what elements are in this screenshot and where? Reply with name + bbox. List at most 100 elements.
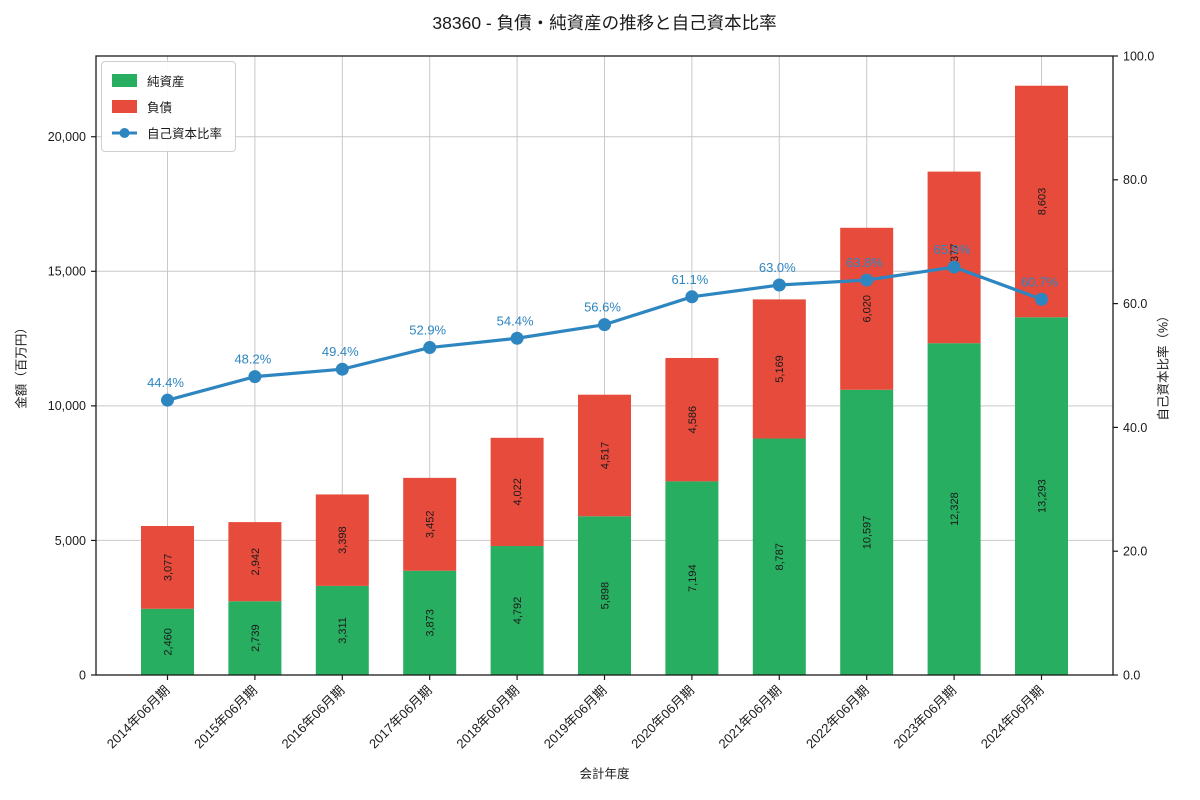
legend-label-equity-ratio: 自己資本比率 (147, 127, 223, 141)
legend-item-net-assets: 純資産 (112, 71, 222, 90)
equity-ratio-label: 49.4% (322, 344, 359, 359)
equity-ratio-label: 44.4% (147, 375, 184, 390)
bar-segment-liabilities (578, 394, 631, 517)
equity-ratio-label: 63.0% (759, 260, 796, 275)
y-tick-label-right: 100.0 (1123, 49, 1154, 63)
bar-segment-liabilities (665, 357, 719, 482)
equity-ratio-line-swatch (112, 127, 137, 138)
x-axis-label: 会計年度 (579, 767, 630, 781)
x-tick-label: 2018年06月期 (453, 683, 522, 752)
bar-segment-net-assets (665, 481, 719, 675)
bar-value-label-liabilities: 5,169 (774, 355, 786, 383)
net-assets-swatch (112, 74, 137, 87)
y-tick-label-left: 15,000 (48, 265, 86, 279)
equity-ratio-label: 56.6% (584, 300, 621, 315)
equity-ratio-point (161, 393, 174, 407)
bar-value-label-net-assets: 10,597 (862, 516, 874, 550)
bar-value-label-liabilities: 3,077 (162, 554, 174, 582)
bar-segment-liabilities (315, 494, 369, 586)
x-tick-label: 2016年06月期 (279, 683, 348, 752)
x-tick-label: 2020年06月期 (628, 683, 697, 752)
bar-segment-liabilities (141, 525, 194, 609)
bar-segment-liabilities (1015, 85, 1068, 318)
bar-value-label-liabilities: 6,020 (862, 295, 874, 323)
x-tick-label: 2019年06月期 (541, 683, 610, 752)
bar-segment-liabilities (403, 477, 457, 571)
bar-value-label-liabilities: 8,603 (1036, 188, 1048, 216)
equity-ratio-point (947, 260, 961, 274)
equity-ratio-point (860, 273, 874, 287)
liabilities-swatch (112, 100, 137, 113)
equity-ratio-label: 60.7% (1021, 274, 1058, 289)
x-tick-label: 2024年06月期 (978, 683, 1047, 752)
bar-segment-liabilities (228, 522, 282, 602)
bar-segment-liabilities (840, 227, 894, 390)
y-tick-label-left: 20,000 (48, 130, 86, 144)
bar-segment-liabilities (490, 437, 544, 547)
bar-value-label-net-assets: 8,787 (774, 543, 786, 571)
legend-label-net-assets: 純資産 (147, 75, 185, 89)
equity-ratio-label: 54.4% (497, 313, 534, 328)
x-tick-label: 2021年06月期 (716, 683, 785, 752)
bar-value-label-net-assets: 12,328 (949, 492, 961, 526)
equity-ratio-label: 52.9% (409, 323, 446, 338)
bar-value-label-net-assets: 5,898 (599, 582, 611, 610)
legend-item-equity-ratio: 自己資本比率 (112, 123, 222, 142)
bar-value-label-liabilities: 4,022 (512, 478, 524, 506)
x-tick-label: 2017年06月期 (366, 683, 435, 752)
chart-title: 38360 - 負債・純資産の推移と自己資本比率 (432, 13, 777, 33)
x-tick-label: 2014年06月期 (104, 683, 173, 752)
bar-segment-liabilities (927, 171, 981, 344)
bar-value-label-net-assets: 4,792 (512, 597, 524, 625)
bar-segment-net-assets (315, 585, 369, 675)
equity-ratio-label: 48.2% (234, 352, 271, 367)
x-tick-label: 2023年06月期 (890, 683, 959, 752)
y-tick-label-right: 20.0 (1123, 545, 1147, 559)
bar-value-label-net-assets: 2,460 (162, 628, 174, 656)
y-tick-label-right: 80.0 (1123, 173, 1147, 187)
y-tick-label-right: 0.0 (1123, 668, 1140, 682)
bar-segment-net-assets (141, 608, 194, 675)
bar-value-label-liabilities: 4,586 (687, 406, 699, 434)
bar-segment-net-assets (1015, 317, 1068, 675)
equity-ratio-point (510, 331, 524, 345)
bar-segment-net-assets (752, 438, 806, 675)
equity-ratio-point (772, 278, 786, 292)
bar-value-label-net-assets: 2,739 (250, 624, 262, 652)
bar-value-label-net-assets: 3,873 (425, 609, 437, 637)
bar-value-label-liabilities: 4,517 (599, 442, 611, 470)
bar-segment-net-assets (927, 343, 981, 675)
y-tick-label-left: 10,000 (48, 399, 86, 413)
y-tick-label-left: 5,000 (55, 534, 86, 548)
y-tick-label-right: 40.0 (1123, 421, 1147, 435)
equity-ratio-point (598, 318, 611, 332)
equity-ratio-label: 65.9% (934, 242, 971, 257)
bar-value-label-liabilities: 3,452 (425, 511, 437, 539)
bar-value-label-liabilities: 2,942 (250, 548, 262, 576)
equity-ratio-point (423, 341, 437, 355)
bar-value-label-net-assets: 13,293 (1036, 479, 1048, 513)
bar-segment-net-assets (403, 570, 457, 675)
equity-ratio-point (335, 362, 349, 376)
y-tick-label-right: 60.0 (1123, 297, 1147, 311)
equity-ratio-point (685, 290, 699, 304)
bar-segment-net-assets (840, 389, 894, 675)
bar-segment-net-assets (490, 546, 544, 675)
bar-value-label-net-assets: 7,194 (687, 564, 699, 592)
x-tick-label: 2022年06月期 (803, 683, 872, 752)
legend-label-liabilities: 負債 (147, 101, 173, 115)
equity-ratio-label: 63.8% (846, 255, 883, 270)
y-tick-label-left: 0 (79, 668, 86, 682)
legend: 純資産 負債 自己資本比率 (101, 61, 237, 152)
bar-value-label-net-assets: 3,311 (337, 617, 349, 644)
bar-segment-net-assets (578, 516, 631, 675)
equity-ratio-point (248, 370, 262, 384)
bar-value-label-liabilities: 3,398 (337, 526, 349, 554)
x-tick-label: 2015年06月期 (191, 683, 260, 752)
legend-item-liabilities: 負債 (112, 97, 222, 116)
equity-ratio-label: 61.1% (671, 272, 708, 287)
equity-ratio-point (1035, 292, 1048, 306)
bar-segment-liabilities (752, 299, 806, 439)
